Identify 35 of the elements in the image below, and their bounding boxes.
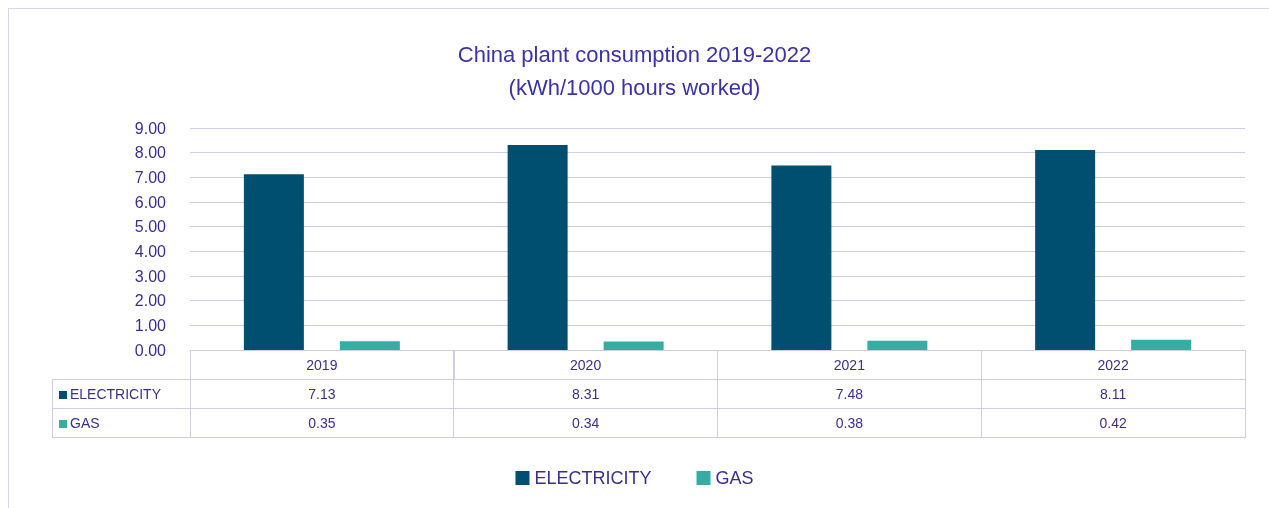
data-label: 0.38: [717, 408, 982, 438]
x-tick-label: 2022: [1097, 357, 1129, 373]
bar: [1131, 339, 1192, 350]
data-label: 7.13: [190, 379, 454, 409]
y-tick-label: 7.00: [134, 168, 167, 186]
legend-label: GAS: [715, 468, 754, 488]
data-label: 0.42: [981, 408, 1245, 438]
chart-title: China plant consumption 2019-2022 (kWh/1000 hours worked): [457, 42, 812, 100]
x-tick-label: 2020: [570, 357, 602, 373]
y-tick-label: 8.00: [134, 144, 167, 162]
data-label: 0.35: [190, 408, 454, 438]
y-tick-label: 0.00: [134, 341, 167, 359]
bar: [1035, 149, 1096, 350]
bar: [339, 341, 400, 350]
bar: [771, 165, 832, 350]
y-tick-label: 4.00: [134, 242, 167, 260]
data-label: 8.11: [981, 379, 1245, 409]
x-tick-label: 2021: [833, 357, 866, 373]
legend-label: ELECTRICITY: [70, 386, 162, 402]
y-tick-label: 5.00: [134, 218, 167, 236]
bar: [507, 145, 568, 350]
bar: [867, 340, 928, 350]
data-label: 8.31: [453, 379, 718, 409]
data-label: 0.34: [453, 408, 718, 438]
y-tick-label: 1.00: [134, 316, 167, 334]
text: GAS: [70, 415, 100, 431]
text: ELECTRICITY: [534, 468, 652, 488]
bar: [243, 174, 304, 350]
y-tick-label: 3.00: [134, 267, 167, 285]
x-tick-label: 2019: [306, 357, 338, 373]
y-tick-label: 6.00: [134, 193, 167, 211]
y-tick-label: 9.00: [134, 119, 167, 137]
y-tick-label: 2.00: [134, 292, 167, 310]
data-label: 7.48: [717, 379, 982, 409]
bar: [603, 341, 664, 350]
